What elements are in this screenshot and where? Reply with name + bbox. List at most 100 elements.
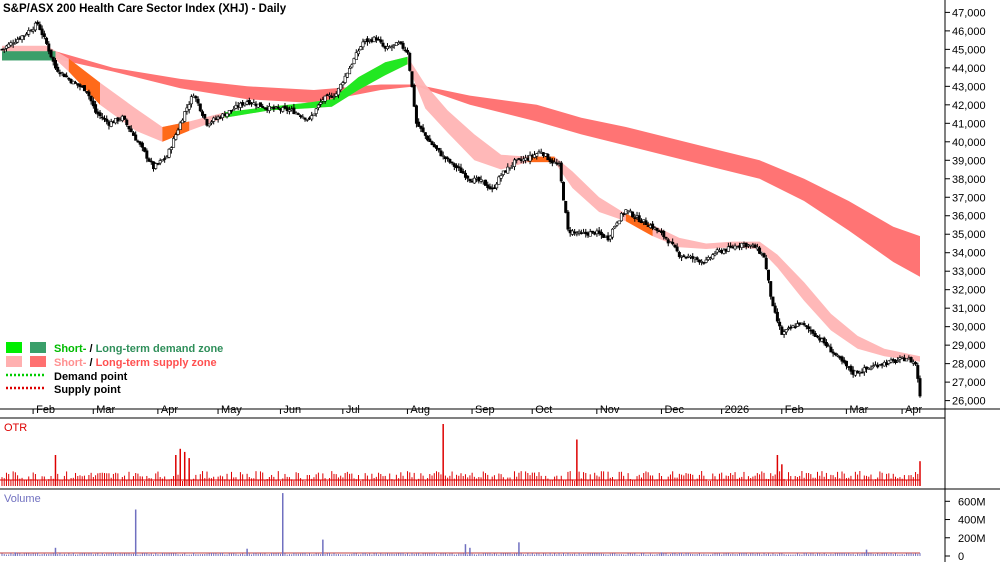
candle-body: [414, 105, 418, 124]
candle-body: [183, 111, 187, 122]
candle-body: [296, 113, 300, 115]
price-tick-label: 46,000: [952, 26, 986, 38]
candle-body: [662, 230, 666, 238]
candle-body: [713, 253, 717, 256]
candle-body: [753, 244, 757, 248]
month-label: Apr: [905, 404, 922, 416]
candle-body: [227, 110, 231, 115]
candle-body: [477, 177, 481, 182]
candle-body: [423, 132, 427, 136]
candle-body: [56, 66, 60, 72]
candle-body: [417, 121, 421, 127]
candle-body: [87, 91, 91, 97]
candle-body: [323, 95, 327, 102]
supply-overlap-band: [625, 213, 653, 237]
candle-body: [869, 367, 873, 370]
candle-body: [419, 125, 423, 129]
candle-body: [617, 220, 621, 225]
candle-body: [782, 331, 786, 335]
volume-label: Volume: [4, 493, 41, 505]
candle-body: [448, 158, 452, 163]
candle-body: [900, 356, 904, 359]
candle-body: [740, 242, 744, 248]
candle-body: [472, 177, 476, 184]
candle-body: [573, 231, 577, 234]
otr-panel: [0, 424, 921, 486]
candle-body: [172, 138, 176, 148]
month-label: Feb: [785, 404, 804, 416]
candle-body: [704, 259, 708, 263]
candle-body: [758, 247, 762, 254]
candle-body: [831, 351, 835, 354]
candle-body: [332, 96, 336, 98]
month-label: Feb: [36, 404, 55, 416]
candle-body: [187, 104, 191, 110]
volume-panel: 0 200M 400M 600M: [0, 493, 986, 562]
candle-body: [11, 43, 15, 45]
candle-body: [671, 241, 675, 245]
candle-body: [207, 123, 211, 127]
candle-body: [608, 235, 612, 240]
candle-body: [764, 257, 768, 270]
candle-body: [160, 159, 164, 162]
candle-body: [905, 358, 909, 362]
candle-body: [697, 259, 701, 263]
candle-body: [399, 41, 403, 44]
candle-body: [829, 346, 833, 353]
candle-body: [896, 360, 900, 362]
candle-body: [390, 46, 394, 48]
candle-body: [281, 107, 285, 112]
month-label: Jun: [283, 404, 301, 416]
candle-body: [479, 179, 483, 182]
candle-body: [898, 357, 902, 360]
candle-body: [488, 186, 492, 190]
candle-body: [406, 49, 410, 53]
candle-body: [156, 163, 160, 165]
candle-body: [508, 167, 512, 169]
price-tick-label: 39,000: [952, 155, 986, 167]
candle-body: [283, 105, 287, 109]
candle-body: [439, 150, 443, 157]
candle-body: [129, 128, 133, 133]
candles: [0, 20, 922, 398]
candle-body: [412, 85, 416, 107]
month-label: Apr: [161, 404, 178, 416]
candle-body: [131, 132, 135, 136]
candle-body: [499, 175, 503, 179]
candle-body: [651, 223, 655, 229]
price-tick-label: 29,000: [952, 340, 986, 352]
candle-body: [816, 335, 820, 338]
candle-body: [862, 367, 866, 373]
candle-body: [726, 246, 730, 252]
candle-body: [22, 34, 26, 37]
candle-body: [7, 43, 11, 48]
candle-body: [528, 154, 532, 162]
candle-body: [466, 175, 470, 179]
candle-body: [461, 171, 465, 174]
candle-body: [89, 95, 93, 102]
candle-body: [145, 150, 149, 159]
candle-body: [232, 108, 236, 111]
candle-body: [822, 337, 826, 344]
candle-body: [134, 134, 138, 141]
volume-tick-label: 0: [958, 551, 964, 562]
candle-body: [769, 281, 773, 297]
candle-body: [631, 211, 635, 218]
candle-body: [619, 213, 623, 222]
supply-overlap-band: [162, 121, 190, 142]
candle-body: [198, 103, 202, 112]
candle-body: [203, 113, 207, 119]
candle-body: [301, 116, 305, 119]
candle-body: [401, 42, 405, 49]
candle-body: [561, 181, 565, 201]
candle-body: [426, 135, 430, 141]
candle-body: [666, 239, 670, 244]
price-tick-label: 40,000: [952, 137, 986, 149]
candle-body: [613, 226, 617, 229]
candle-body: [711, 254, 715, 260]
candle-body: [512, 159, 516, 167]
month-label: Nov: [600, 404, 620, 416]
